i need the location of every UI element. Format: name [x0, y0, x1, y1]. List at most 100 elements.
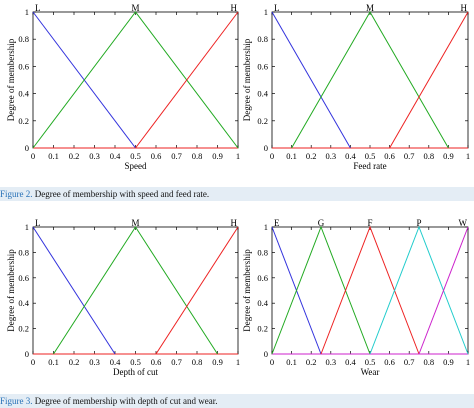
y-tick-label: 0: [25, 349, 29, 359]
x-tick-label: 0.8: [192, 357, 203, 367]
series-label-f: F: [367, 218, 372, 228]
x-tick-label: 0.7: [404, 357, 415, 367]
x-tick-label: 0.5: [365, 357, 376, 367]
x-tick-label: 0.1: [48, 151, 59, 161]
y-tick-label: 0.8: [18, 247, 29, 257]
figure-3-caption: Figure 3. Degree of membership with dept…: [0, 394, 474, 408]
x-axis-label: Speed: [125, 161, 147, 171]
figure-3-label: Figure 3.: [0, 396, 33, 406]
x-tick-label: 0.9: [443, 151, 454, 161]
x-tick-label: 0.8: [423, 151, 434, 161]
y-tick-label: 0.2: [18, 116, 29, 126]
series-label-l: L: [35, 218, 41, 228]
x-tick-label: 0.6: [151, 357, 162, 367]
y-tick-label: 0.8: [257, 247, 268, 257]
y-tick-label: 0.2: [18, 324, 29, 334]
x-axis-label: Depth of cut: [113, 367, 158, 377]
series-label-g: G: [318, 218, 325, 228]
x-tick-label: 1: [236, 357, 240, 367]
x-tick-label: 0.8: [192, 151, 203, 161]
series-line-h: [135, 11, 239, 149]
y-tick-label: 1: [264, 222, 268, 232]
plot-frame: [271, 11, 469, 149]
chart-2: 0 0.1 0.2 0.3 0.4 0.5 0.6 0.7 0.8 0.9 1 0 0.2 0.4 0.6 0…: [242, 3, 470, 171]
series-label-h: H: [231, 218, 238, 228]
series-line-w: [418, 226, 469, 355]
x-tick-label: 1: [466, 357, 470, 367]
x-tick-label: 0.8: [423, 357, 434, 367]
series-label-e: E: [274, 218, 280, 228]
figure-2-label: Figure 2.: [0, 189, 33, 199]
series-line-h: [389, 11, 469, 149]
y-tick-label: 1: [25, 222, 29, 232]
x-tick-label: 0.5: [365, 151, 376, 161]
x-tick-label: 0.1: [286, 357, 297, 367]
figure-2-text: Degree of membership with speed and feed…: [32, 189, 210, 199]
y-tick-label: 0.2: [257, 116, 268, 126]
x-tick-label: 0.4: [345, 151, 356, 161]
y-tick-label: 0.8: [257, 34, 268, 44]
y-tick-label: 0: [25, 143, 29, 153]
x-tick-label: 0.3: [89, 151, 100, 161]
series-label-m: M: [131, 3, 139, 13]
series-line-f: [320, 225, 420, 355]
x-axis-label: Feed rate: [353, 161, 386, 171]
y-tick-label: 0: [264, 143, 268, 153]
y-axis-label: Degree of membership: [6, 38, 16, 121]
series-line-m: [291, 10, 449, 149]
x-tick-label: 0.3: [325, 357, 336, 367]
y-tick-label: 1: [25, 7, 29, 17]
x-tick-label: 0.4: [110, 357, 121, 367]
x-tick-label: 0.2: [306, 357, 317, 367]
x-tick-label: 0.7: [404, 151, 415, 161]
y-axis-label: Degree of membership: [242, 249, 252, 332]
x-tick-label: 0.3: [325, 151, 336, 161]
x-tick-label: 0: [31, 357, 35, 367]
series-label-m: M: [366, 3, 374, 13]
series-line-l: [271, 11, 351, 149]
series-line-m: [53, 226, 218, 355]
x-tick-label: 0.6: [384, 357, 395, 367]
y-tick-label: 0.8: [18, 34, 29, 44]
x-axis-label: Wear: [361, 367, 380, 377]
series-line-g: [271, 225, 371, 355]
y-tick-label: 0.6: [18, 61, 29, 71]
y-tick-label: 0: [264, 349, 268, 359]
x-tick-label: 0.2: [69, 357, 80, 367]
x-tick-label: 0: [270, 151, 274, 161]
x-tick-label: 0.5: [130, 151, 141, 161]
y-tick-label: 0.4: [257, 298, 268, 308]
x-tick-label: 0.6: [384, 151, 395, 161]
chart-4: 0 0.1 0.2 0.3 0.4 0.5 0.6 0.7 0.8 0.9 1 0 0.2 0.4 0.6 0…: [242, 218, 470, 377]
figure-3-text: Degree of membership with depth of cut a…: [32, 396, 218, 406]
series-label-w: W: [459, 218, 468, 228]
chart-3: 0 0.1 0.2 0.3 0.4 0.5 0.6 0.7 0.8 0.9 1 0 0.2 0.4 0.6 0…: [6, 218, 240, 377]
x-tick-label: 0.4: [345, 357, 356, 367]
y-tick-label: 0.6: [18, 273, 29, 283]
x-tick-label: 0.9: [212, 357, 223, 367]
series-line-h: [155, 226, 239, 355]
x-tick-label: 0.3: [89, 357, 100, 367]
plot-frame: [271, 226, 469, 355]
x-tick-label: 1: [236, 151, 240, 161]
x-tick-label: 0.5: [130, 357, 141, 367]
x-tick-label: 0.7: [171, 357, 182, 367]
plot-frame: [32, 226, 239, 355]
x-tick-label: 0.2: [69, 151, 80, 161]
series-line-l: [32, 226, 116, 355]
series-label-p: P: [416, 218, 421, 228]
x-tick-label: 0.1: [48, 357, 59, 367]
plot-frame: [32, 11, 239, 149]
y-tick-label: 0.4: [18, 298, 29, 308]
x-tick-label: 0.6: [151, 151, 162, 161]
x-tick-label: 0: [270, 357, 274, 367]
series-label-m: M: [131, 218, 139, 228]
y-tick-label: 0.6: [257, 61, 268, 71]
figure-2-caption: Figure 2. Degree of membership with spee…: [0, 187, 474, 201]
series-label-l: L: [35, 3, 41, 13]
y-tick-label: 1: [264, 7, 268, 17]
x-tick-label: 0.1: [286, 151, 297, 161]
x-tick-label: 0.2: [306, 151, 317, 161]
y-tick-label: 0.2: [257, 324, 268, 334]
